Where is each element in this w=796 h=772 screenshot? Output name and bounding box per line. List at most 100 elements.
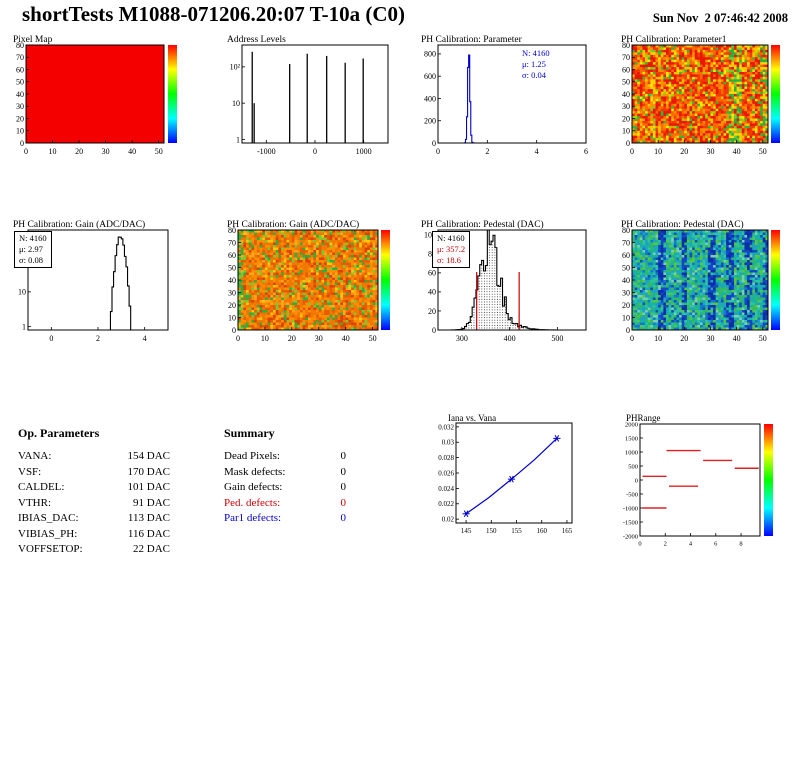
- stat-sigma: σ: 0.04: [522, 70, 546, 81]
- summary-row: Par1 defects: 0: [224, 512, 346, 524]
- svg-text:0: 0: [20, 139, 24, 148]
- summary-row: Dead Pixels: 0: [224, 450, 346, 462]
- pedestal-hist-title: PH Calibration: Pedestal (DAC): [421, 220, 544, 230]
- svg-text:40: 40: [622, 90, 630, 99]
- address-levels-panel: Address Levels -1000 0 1000 1 10 10²: [222, 33, 400, 161]
- stat-mean: μ: 2.97: [19, 244, 43, 255]
- stat-entries: N: 4160: [19, 233, 47, 243]
- pedestal-map-title: PH Calibration: Pedestal (DAC): [621, 220, 744, 230]
- svg-text:300: 300: [456, 334, 468, 343]
- svg-text:400: 400: [424, 94, 436, 103]
- ph-parameter1-colorbar: [771, 45, 780, 143]
- summary-block: Summary Dead Pixels: 0 Mask defects: 0 Gai…: [224, 426, 346, 524]
- svg-text:0: 0: [432, 139, 436, 148]
- svg-text:2: 2: [96, 334, 100, 343]
- op-parameters-heading: Op. Parameters: [18, 426, 100, 440]
- svg-text:10: 10: [654, 147, 662, 156]
- svg-text:4: 4: [535, 147, 539, 156]
- svg-text:80: 80: [228, 226, 236, 235]
- ph-parameter-panel: PH Calibration: Parameter 0 2 4 6 0 200 400 600…: [416, 33, 598, 161]
- svg-text:30: 30: [315, 334, 323, 343]
- svg-text:200: 200: [424, 117, 436, 126]
- phrange-colorbar: [764, 424, 773, 536]
- svg-text:10: 10: [16, 127, 24, 136]
- svg-text:0: 0: [436, 147, 440, 156]
- svg-text:30: 30: [706, 147, 714, 156]
- svg-text:400: 400: [504, 334, 516, 343]
- summary-row: Ped. defects: 0: [224, 496, 346, 509]
- svg-text:80: 80: [622, 41, 630, 50]
- summary-row: Gain defects: 0: [224, 481, 346, 493]
- svg-text:0: 0: [24, 147, 28, 156]
- op-parameter-row: VOFFSETOP: 22 DAC: [18, 543, 170, 555]
- gain-map-plot: 0 10 20 30 40 50 0 10 20 30 40 50 60 70 80: [228, 226, 379, 343]
- svg-text:0: 0: [313, 147, 317, 156]
- svg-text:10²: 10²: [230, 63, 241, 72]
- svg-text:800: 800: [424, 50, 436, 59]
- svg-text:0: 0: [626, 139, 630, 148]
- svg-text:0: 0: [49, 334, 53, 343]
- svg-text:10: 10: [49, 147, 57, 156]
- svg-text:0: 0: [432, 326, 436, 335]
- svg-text:30: 30: [622, 102, 630, 111]
- gain-hist-stats: N: 4160 μ: 2.97 σ: 0.08: [14, 231, 52, 269]
- svg-text:10: 10: [228, 313, 236, 322]
- op-parameter-row: CALDEL: 101 DAC: [18, 481, 170, 493]
- svg-text:80: 80: [16, 41, 24, 50]
- op-parameters-block: Op. Parameters VANA: 154 DAC VSF: 170 DAC …: [18, 426, 170, 555]
- summary-row: Mask defects: 0: [224, 465, 346, 478]
- svg-text:50: 50: [369, 334, 377, 343]
- pedestal-hist-panel: PH Calibration: Pedestal (DAC) 300 400 500…: [416, 218, 598, 349]
- svg-text:40: 40: [16, 90, 24, 99]
- svg-text:20: 20: [228, 301, 236, 310]
- pixel-map-panel: Pixel Map 0 10 20 30 40 50 0 10 20 30 40 50 60 70 80: [8, 33, 198, 161]
- ph-parameter1-map-plot: 0 10 20 30 40 50 0 10 20 30 40 50 60 70 80: [622, 41, 769, 156]
- gain-hist-title: PH Calibration: Gain (ADC/DAC): [13, 220, 146, 230]
- ph-parameter-title: PH Calibration: Parameter: [421, 35, 522, 45]
- svg-text:50: 50: [16, 78, 24, 87]
- svg-text:50: 50: [228, 263, 236, 272]
- ph-parameter-plot: 0 2 4 6 0 200 400 600 800: [424, 44, 588, 156]
- svg-text:40: 40: [733, 147, 741, 156]
- svg-text:1: 1: [22, 322, 26, 331]
- svg-text:40: 40: [428, 288, 436, 297]
- svg-text:40: 40: [228, 276, 236, 285]
- svg-text:60: 60: [16, 65, 24, 74]
- address-levels-title: Address Levels: [227, 35, 286, 45]
- svg-text:50: 50: [622, 78, 630, 87]
- op-parameter-row: VIBIAS_PH: 116 DAC: [18, 527, 170, 540]
- svg-text:70: 70: [228, 238, 236, 247]
- pedestal-hist-plot: 300400500020406080100: [424, 229, 587, 343]
- op-parameter-row: VANA: 154 DAC: [18, 450, 170, 462]
- pixel-map-colorbar: [168, 45, 177, 143]
- iana-vana-title: Iana vs. Vana: [448, 413, 497, 423]
- svg-text:0: 0: [630, 147, 634, 156]
- svg-text:10: 10: [622, 127, 630, 136]
- svg-text:-1000: -1000: [257, 147, 276, 156]
- svg-text:2: 2: [485, 147, 489, 156]
- svg-text:40: 40: [128, 147, 136, 156]
- pedestal-map-colorbar: [771, 230, 780, 330]
- pixel-map-plot: 0 10 20 30 40 50 0 10 20 30 40 50 60 70 80: [16, 41, 165, 156]
- svg-text:20: 20: [428, 307, 436, 316]
- svg-text:6: 6: [584, 147, 588, 156]
- svg-text:1: 1: [236, 135, 240, 144]
- svg-text:70: 70: [622, 53, 630, 62]
- stat-mean: μ: 1.25: [522, 59, 546, 70]
- stat-entries: N: 4160: [437, 233, 465, 243]
- gain-map-panel: PH Calibration: Gain (ADC/DAC) 0 10 20 30 40…: [222, 218, 407, 349]
- pixel-map-title: Pixel Map: [13, 35, 53, 45]
- svg-text:4: 4: [143, 334, 147, 343]
- svg-text:40: 40: [342, 334, 350, 343]
- svg-text:10: 10: [261, 334, 269, 343]
- summary-heading: Summary: [224, 426, 275, 440]
- timestamp: Sun Nov 2 07:46:42 2008: [652, 11, 788, 25]
- address-levels-plot: -1000 0 1000 1 10 10²: [230, 44, 389, 156]
- pedestal-hist-stats: N: 4160 μ: 357.2 σ: 18.6: [432, 231, 471, 269]
- op-parameter-row: IBIAS_DAC: 113 DAC: [18, 512, 170, 524]
- gain-map-title: PH Calibration: Gain (ADC/DAC): [227, 220, 360, 230]
- op-parameter-row: VTHR: 91 DAC: [18, 496, 170, 509]
